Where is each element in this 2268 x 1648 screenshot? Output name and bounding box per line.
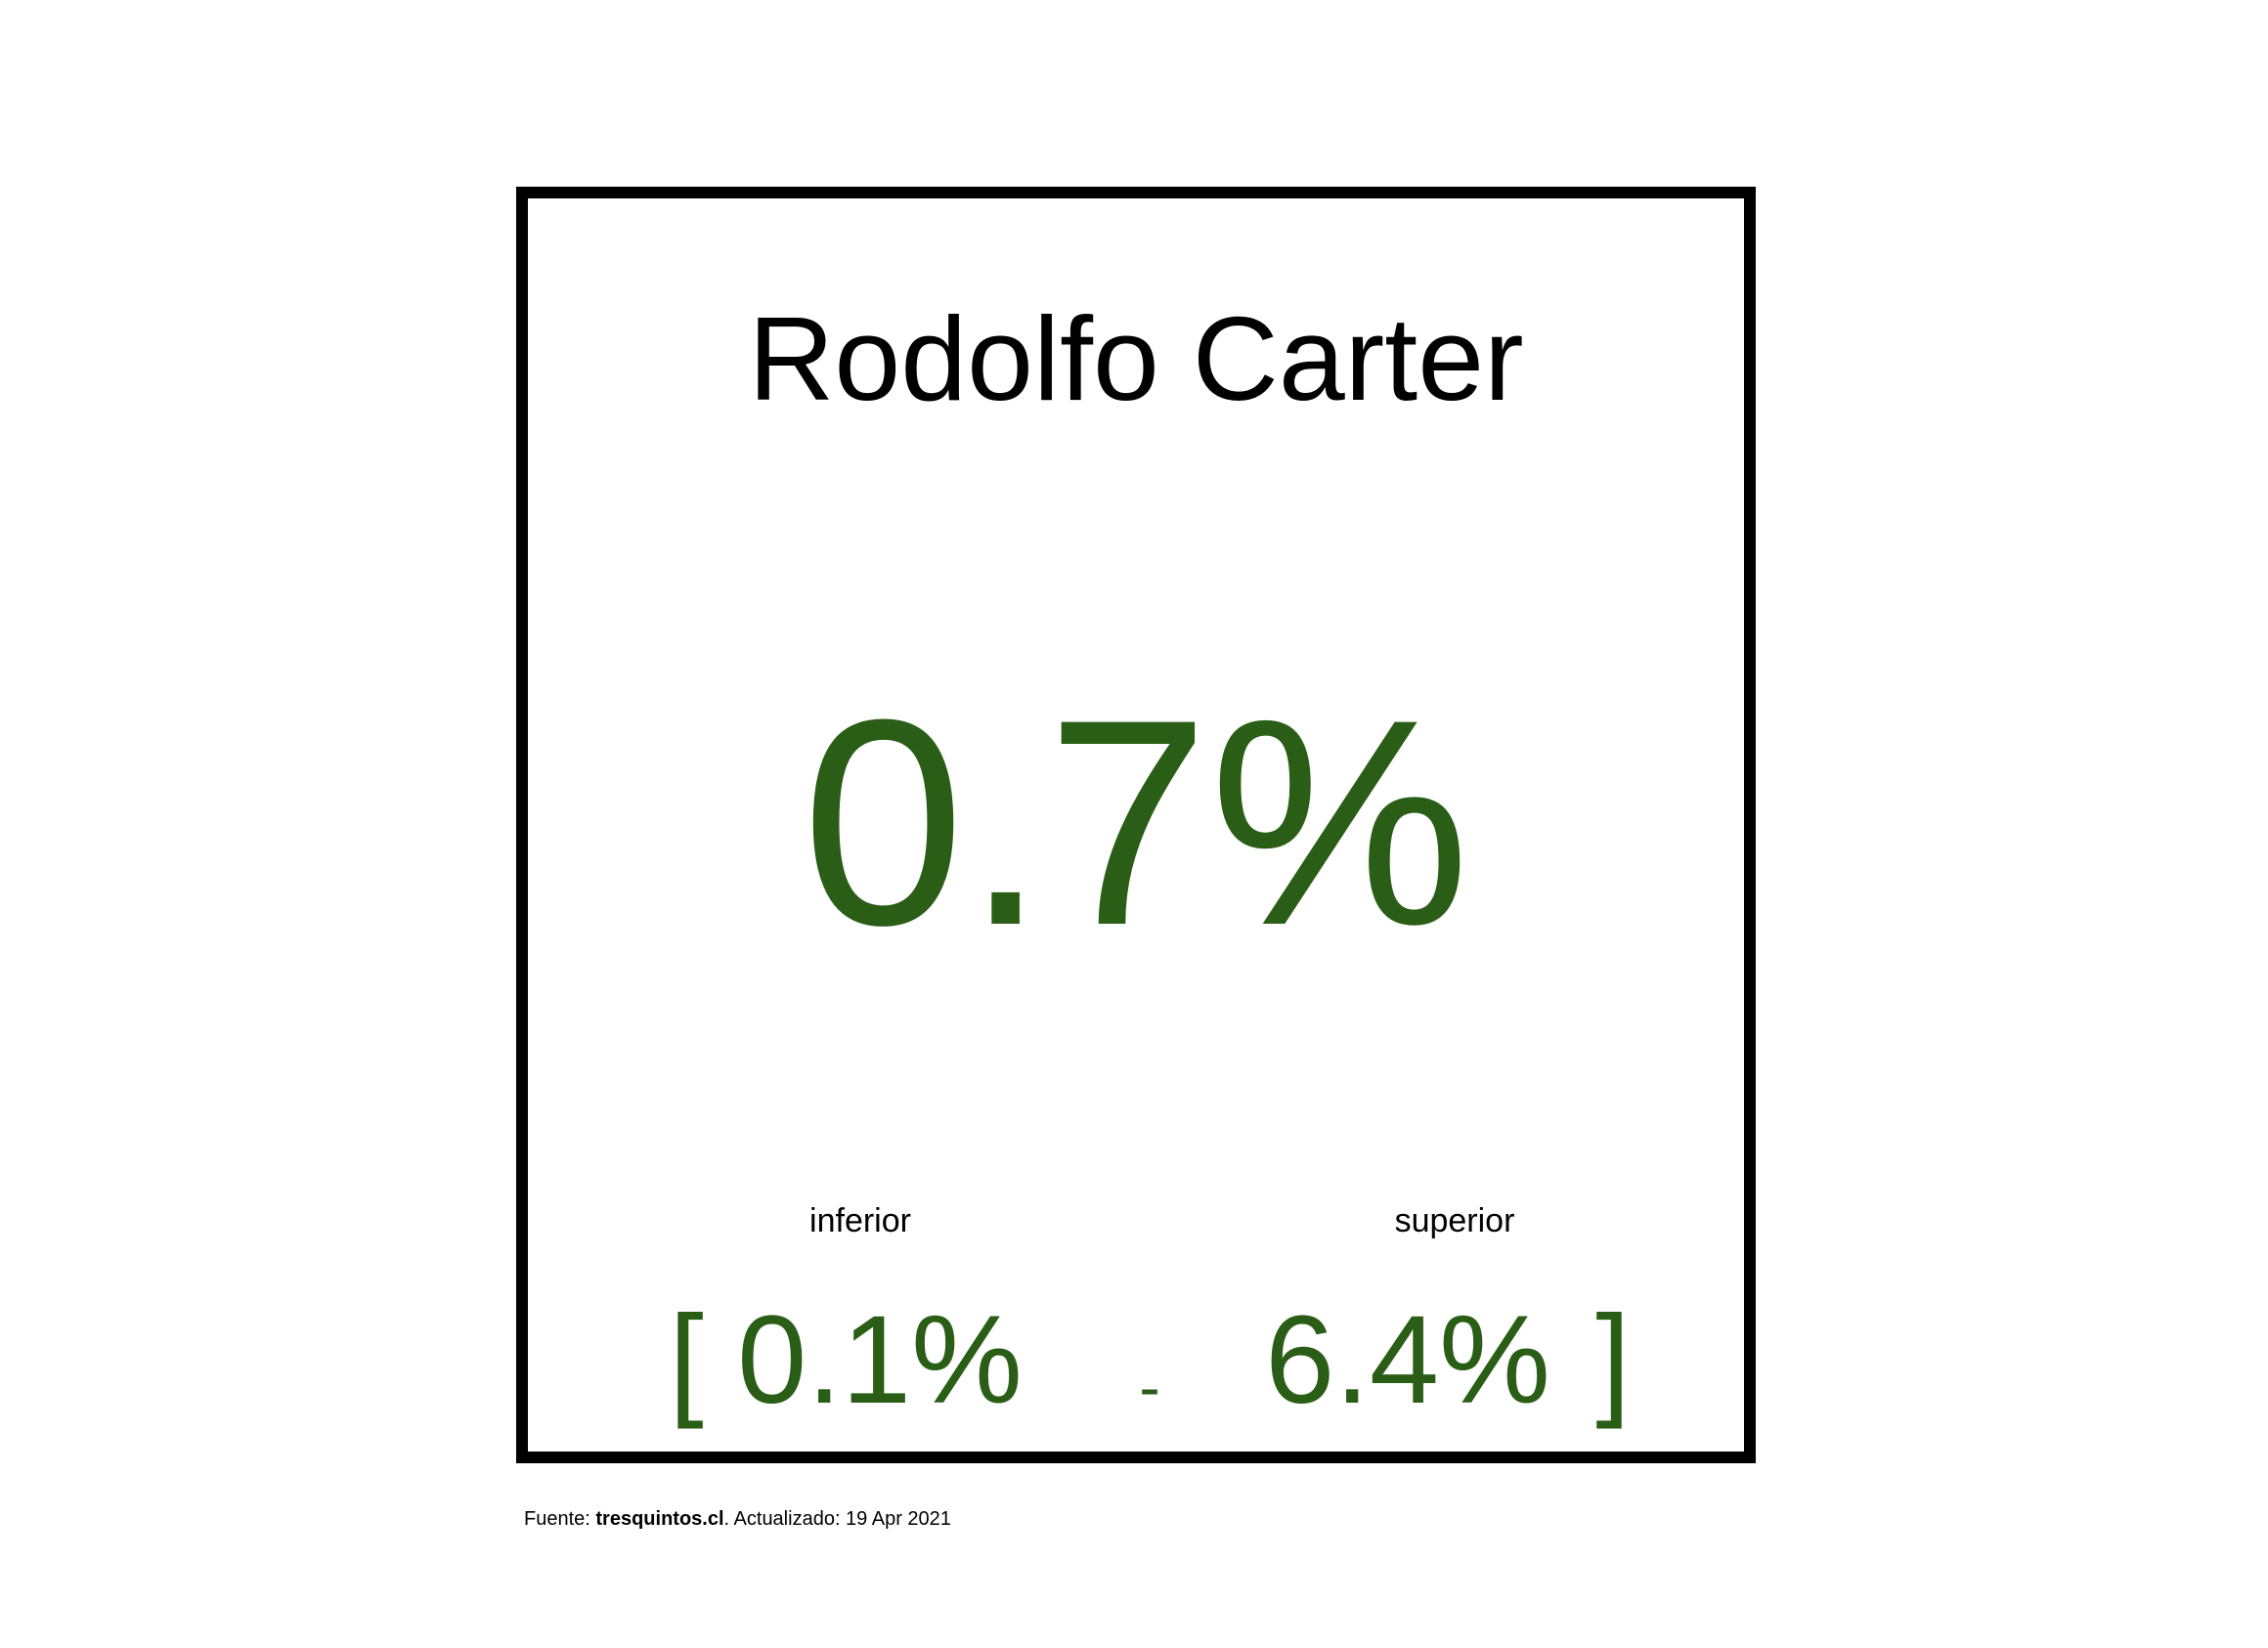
lower-bound-label: inferior xyxy=(809,1202,911,1239)
upper-bound-value: 6.4% xyxy=(1265,1290,1550,1430)
interval-open-bracket: [ xyxy=(669,1290,704,1430)
interval-separator: - xyxy=(1139,1352,1160,1422)
source-note: Fuente: tresquintos.cl. Actualizado: 19 … xyxy=(524,1509,951,1529)
interval-close-bracket: ] xyxy=(1595,1290,1631,1430)
upper-bound-label: superior xyxy=(1394,1202,1515,1239)
candidate-name: Rodolfo Carter xyxy=(748,292,1524,425)
source-prefix: Fuente: xyxy=(524,1508,596,1530)
source-site: tresquintos.cl xyxy=(595,1508,724,1530)
lower-bound-value: 0.1% xyxy=(737,1290,1023,1430)
candidate-card: Rodolfo Carter 0.7% inferior superior [ … xyxy=(516,187,1756,1463)
source-updated: . Actualizado: 19 Apr 2021 xyxy=(723,1508,951,1530)
estimate-value: 0.7% xyxy=(802,658,1470,986)
